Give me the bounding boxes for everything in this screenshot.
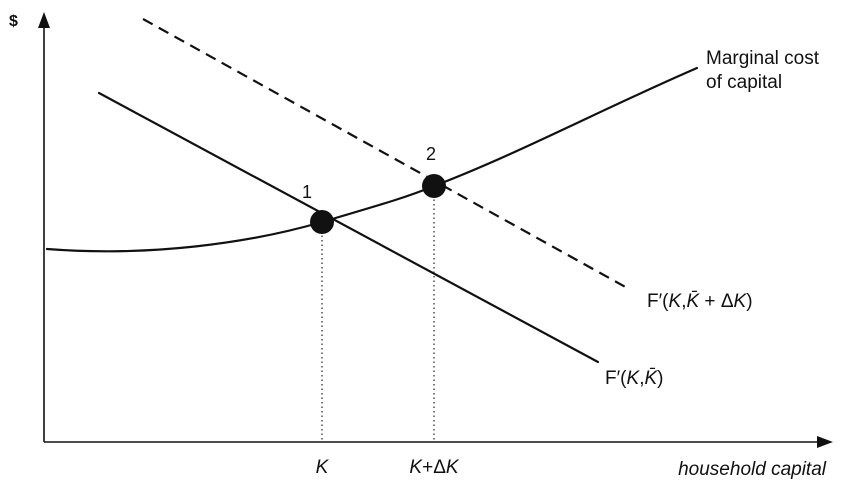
mp-shifted-delta: Δ bbox=[721, 291, 734, 312]
y-axis-label: $ bbox=[9, 13, 18, 30]
tick-kdk-delta: Δ bbox=[433, 457, 446, 478]
mp-comma: , bbox=[639, 368, 644, 389]
marginal-cost-label-line1: Marginal cost bbox=[706, 48, 820, 69]
mp-shifted-fprime: F′( bbox=[647, 291, 669, 312]
mp-close: ) bbox=[657, 368, 663, 389]
marginal-cost-label-line2: of capital bbox=[706, 72, 782, 93]
mp-shifted-k: K bbox=[669, 291, 683, 312]
x-axis-arrowhead bbox=[817, 436, 833, 448]
marginal-cost-curve bbox=[45, 66, 699, 253]
mp-shifted-comma: , bbox=[681, 291, 686, 312]
mp-curve bbox=[97, 91, 600, 364]
tick-kdk-k2: K bbox=[446, 457, 460, 478]
mp-kbar: K̄ bbox=[644, 368, 658, 389]
x-axis-label: household capital bbox=[678, 459, 827, 480]
point-2-label: 2 bbox=[426, 144, 436, 164]
point-1-label: 1 bbox=[302, 182, 312, 202]
tick-kdk-plus: + bbox=[422, 457, 433, 478]
mp-shifted-kbar: K̄ bbox=[686, 291, 700, 312]
mp-k: K bbox=[627, 368, 641, 389]
mp-shifted-plus: + bbox=[699, 291, 721, 312]
marginal-cost-label: Marginal cost of capital bbox=[706, 48, 824, 93]
mp-fprime: F′( bbox=[605, 368, 627, 389]
tick-label-k-plus-dk: K+ΔK bbox=[409, 457, 460, 478]
mp-label: F′(K,K̄) bbox=[605, 368, 663, 389]
mp-shifted-close: ) bbox=[746, 291, 752, 312]
equilibrium-point-1 bbox=[310, 210, 334, 234]
equilibrium-point-2 bbox=[422, 174, 446, 198]
tick-label-k: K bbox=[316, 457, 330, 478]
tick-kdk-k: K bbox=[409, 457, 423, 478]
mp-shifted-k2: K bbox=[734, 291, 748, 312]
mp-shifted-curve bbox=[142, 18, 630, 290]
mp-shifted-label: F′(K,K̄ + ΔK) bbox=[647, 291, 753, 312]
y-axis-arrowhead bbox=[38, 12, 50, 28]
